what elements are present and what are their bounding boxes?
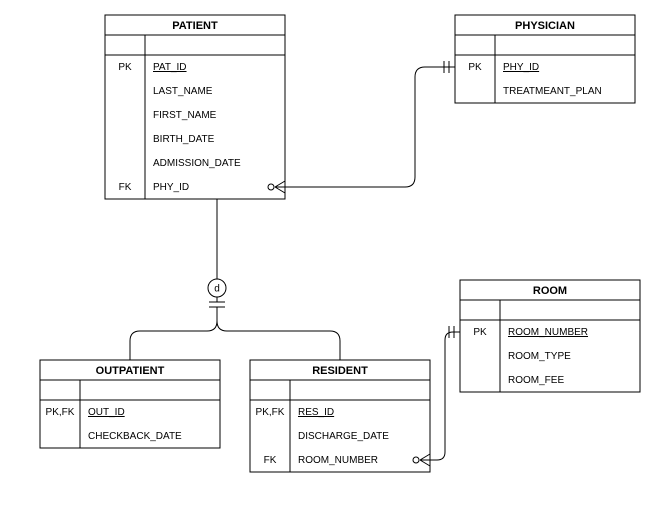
attribute: ROOM_NUMBER (508, 327, 588, 338)
entity-outpatient: OUTPATIENT PK,FK OUT_ID CHECKBACK_DATE (40, 360, 220, 448)
entity-patient: PATIENT PK PAT_ID LAST_NAME FIRST_NAME BIRTH_… (105, 15, 285, 199)
attribute: ROOM_FEE (508, 375, 564, 386)
entity-room: ROOM PK ROOM_NUMBER ROOM_TYPE ROOM_FEE (460, 280, 640, 392)
key-cell: PK (468, 62, 482, 73)
key-cell: FK (264, 455, 277, 466)
attribute: ADMISSION_DATE (153, 158, 241, 169)
disjoint-label: d (214, 284, 220, 295)
key-cell: PK (118, 62, 132, 73)
er-diagram: PATIENT PK PAT_ID LAST_NAME FIRST_NAME BIRTH_… (0, 0, 651, 511)
entity-title: OUTPATIENT (96, 365, 165, 377)
key-cell: FK (119, 182, 132, 193)
entity-resident: RESIDENT PK,FK RES_ID DISCHARGE_DATE FK ROOM_… (250, 360, 430, 472)
attribute: RES_ID (298, 407, 334, 418)
entity-title: PHYSICIAN (515, 20, 575, 32)
attribute: CHECKBACK_DATE (88, 431, 182, 442)
entity-title: RESIDENT (312, 365, 368, 377)
rel-physician-patient (268, 61, 455, 193)
attribute: OUT_ID (88, 407, 125, 418)
key-cell: PK,FK (256, 407, 285, 418)
key-cell: PK,FK (46, 407, 75, 418)
key-cell: PK (473, 327, 487, 338)
attribute: TREATMEANT_PLAN (503, 86, 602, 97)
attribute: PHY_ID (503, 62, 539, 73)
entity-title: ROOM (533, 285, 567, 297)
entity-title: PATIENT (172, 20, 218, 32)
attribute: PAT_ID (153, 62, 187, 73)
attribute: PHY_ID (153, 182, 189, 193)
attribute: ROOM_TYPE (508, 351, 571, 362)
subtype-disjoint: d (130, 199, 340, 360)
attribute: DISCHARGE_DATE (298, 431, 389, 442)
attribute: BIRTH_DATE (153, 134, 215, 145)
entity-physician: PHYSICIAN PK PHY_ID TREATMEANT_PLAN (455, 15, 635, 103)
attribute: ROOM_NUMBER (298, 455, 378, 466)
attribute: LAST_NAME (153, 86, 213, 97)
attribute: FIRST_NAME (153, 110, 217, 121)
